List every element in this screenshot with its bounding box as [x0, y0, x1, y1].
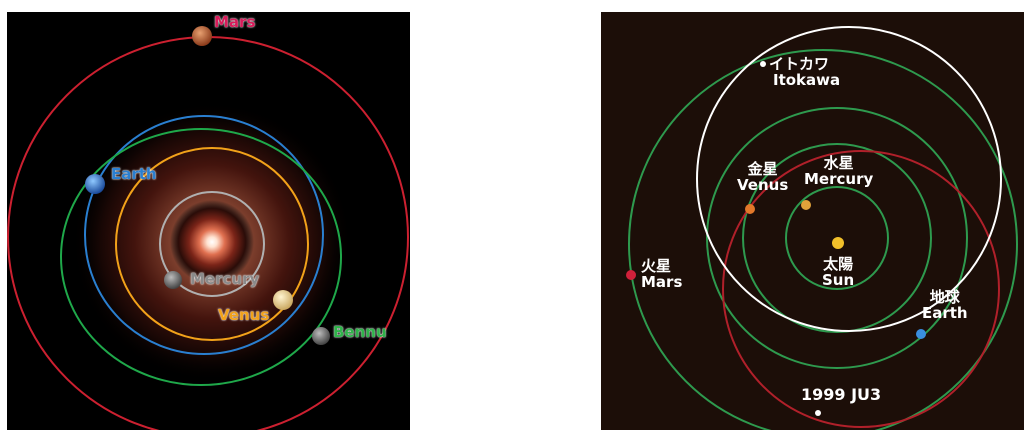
mars-orbit	[628, 49, 1018, 430]
earth-orbit	[706, 107, 968, 369]
ju3-dot	[815, 410, 821, 416]
earth-label-ja: 地球	[929, 288, 960, 306]
itokawa-label: イトカワ Itokawa	[769, 55, 841, 89]
mercury-label-en: Mercury	[804, 169, 874, 188]
mars-label-en: Mars	[641, 272, 683, 291]
venus-label-en: Venus	[737, 175, 789, 194]
venus-label: 金星 Venus	[737, 160, 789, 194]
left-orbit-svg	[7, 26, 409, 430]
venus-orbit	[742, 143, 932, 333]
ju3-label: 1999 JU3	[801, 385, 882, 404]
earth-label: 地球 Earth	[922, 288, 968, 322]
mercury-dot	[801, 200, 811, 210]
bennu-label: Bennu	[333, 323, 387, 341]
sun-label: 太陽 Sun	[822, 255, 855, 289]
sun-dot	[832, 237, 844, 249]
mars-label: Mars	[214, 13, 256, 31]
venus-label: Venus	[218, 306, 270, 324]
venus-planet	[273, 290, 293, 310]
earth-planet	[85, 174, 105, 194]
venus-label-ja: 金星	[747, 160, 778, 178]
venus-orbit	[115, 147, 309, 341]
sun-label-en: Sun	[822, 270, 855, 289]
mercury-planet	[164, 271, 182, 289]
left-orbit-diagram: Mars Earth Mercury Venus Bennu	[7, 12, 410, 430]
earth-dot	[916, 329, 926, 339]
ju3-orbit	[722, 150, 1000, 428]
sun-label-ja: 太陽	[823, 255, 854, 273]
bennu-orbit	[60, 128, 342, 386]
mercury-label: 水星 Mercury	[804, 154, 874, 188]
mars-label-ja: 火星	[641, 257, 672, 275]
mars-planet	[192, 26, 212, 46]
itokawa-label-en: Itokawa	[773, 70, 841, 89]
venus-dot	[745, 204, 755, 214]
earth-orbit	[84, 115, 324, 355]
itokawa-dot	[760, 61, 766, 67]
mars-dot	[626, 270, 636, 280]
itokawa-label-ja: イトカワ	[769, 55, 830, 73]
mercury-orbit	[785, 186, 889, 290]
mercury-label-ja: 水星	[823, 154, 854, 172]
earth-label: Earth	[111, 165, 157, 183]
itokawa-orbit	[696, 26, 1002, 332]
mercury-orbit	[159, 191, 265, 297]
earth-label-en: Earth	[922, 303, 968, 322]
bennu-asteroid	[312, 327, 330, 345]
right-orbit-svg	[626, 26, 1018, 430]
mars-label: 火星 Mars	[641, 257, 683, 291]
mercury-label: Mercury	[190, 270, 260, 288]
right-orbit-diagram: イトカワ Itokawa 金星 Venus 水星 Mercury 太陽 Sun …	[601, 12, 1024, 430]
sun	[170, 200, 254, 284]
